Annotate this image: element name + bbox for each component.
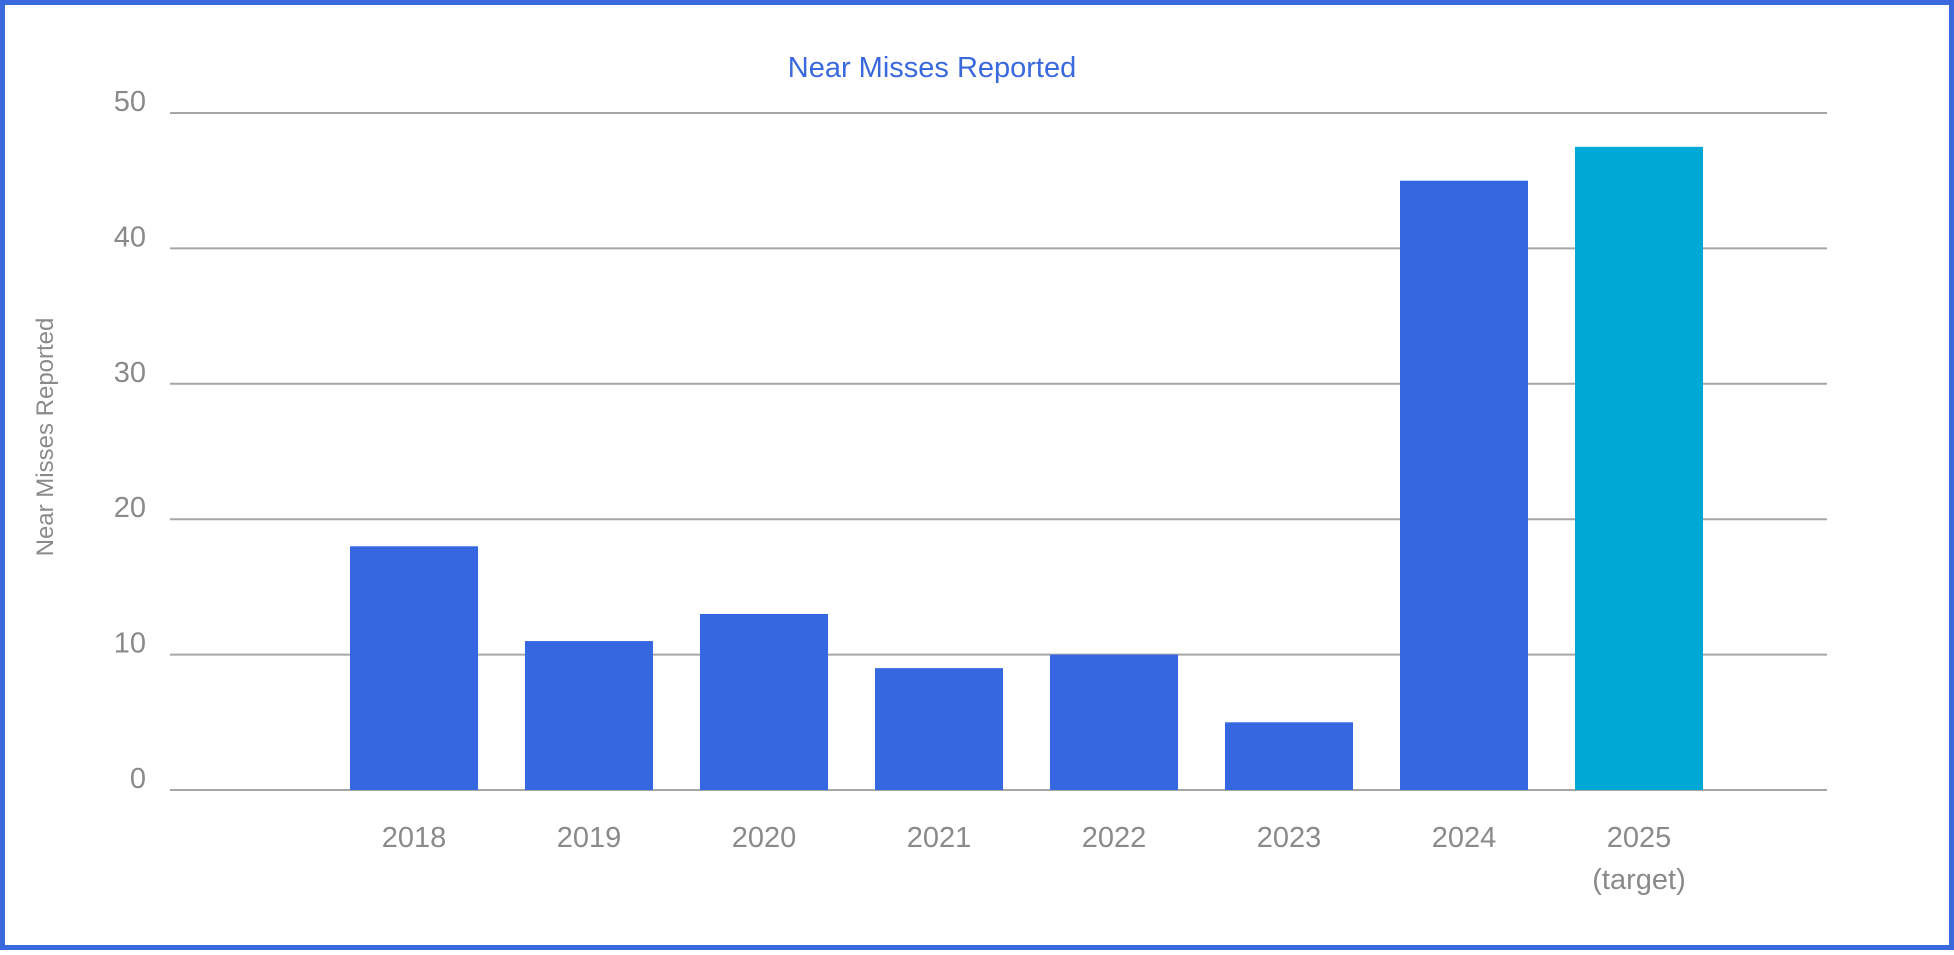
bars — [350, 146, 1703, 791]
x-tick-label: 2024 — [1432, 822, 1497, 854]
bar — [1575, 146, 1703, 791]
x-tick-label: 2022 — [1082, 822, 1147, 854]
x-tick-label: 2020 — [732, 822, 797, 854]
y-tick-label: 30 — [114, 357, 146, 389]
y-tick-label: 50 — [114, 86, 146, 118]
x-tick-label: 2025 (target) — [1592, 822, 1685, 896]
y-axis-label: Near Misses Reported — [32, 318, 59, 557]
y-tick-label: 20 — [114, 492, 146, 524]
y-tick-label: 40 — [114, 221, 146, 253]
chart-title: Near Misses Reported — [788, 52, 1077, 84]
bar — [1400, 180, 1528, 790]
bar — [525, 641, 653, 790]
y-tick-label: 10 — [114, 628, 146, 660]
bar-chart: Near Misses Reported Near Misses Reporte… — [32, 52, 1827, 896]
y-tick-label: 0 — [130, 763, 146, 795]
bar — [1050, 654, 1178, 790]
bar — [875, 668, 1003, 790]
bar — [700, 613, 828, 790]
x-tick-label: 2023 — [1257, 822, 1322, 854]
bar — [350, 546, 478, 790]
x-axis-ticks: 2018 2019 2020 2021 2022 2023 2024 2025 (target) — [382, 822, 1686, 896]
bar — [1225, 722, 1353, 790]
x-tick-label: 2018 — [382, 822, 447, 854]
x-tick-label: 2019 — [557, 822, 622, 854]
x-tick-label: 2021 — [907, 822, 972, 854]
y-axis-ticks: 0 10 20 30 40 50 — [114, 86, 146, 795]
